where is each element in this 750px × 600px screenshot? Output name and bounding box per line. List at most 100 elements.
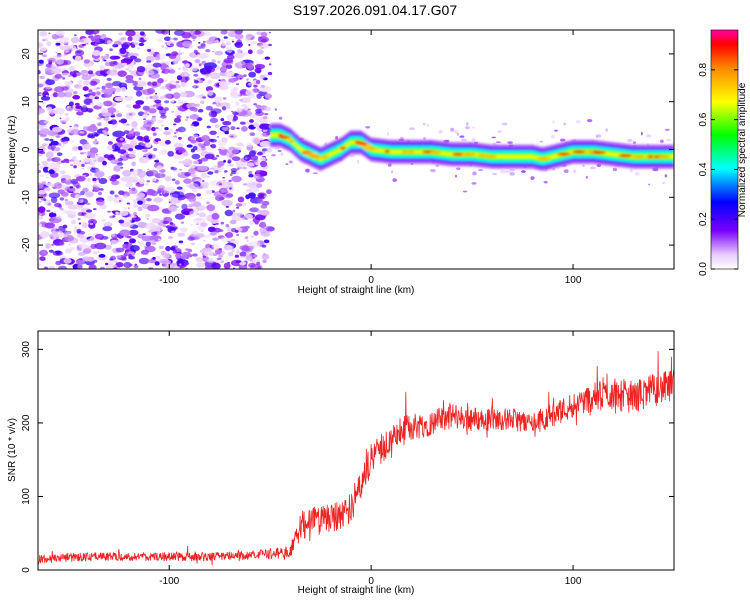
noise-blob — [226, 106, 231, 109]
noise-blob — [39, 213, 42, 216]
noise-blob — [231, 38, 235, 41]
noise-blob — [88, 89, 93, 93]
noise-blob — [422, 123, 426, 126]
noise-blob — [151, 218, 161, 224]
noise-blob — [239, 166, 242, 170]
noise-blob — [147, 81, 152, 86]
noise-blob — [74, 34, 77, 37]
noise-blob — [84, 73, 87, 76]
signal-hotspot — [536, 157, 551, 161]
noise-blob — [180, 227, 188, 233]
colorbar-tick-label: 0.8 — [698, 62, 709, 76]
noise-blob — [539, 140, 543, 143]
noise-blob — [132, 263, 135, 266]
noise-blob — [202, 31, 211, 37]
noise-blob — [192, 145, 198, 151]
noise-blob — [190, 242, 195, 245]
noise-blob — [97, 156, 105, 163]
noise-blob — [112, 130, 126, 138]
noise-blob — [175, 128, 181, 132]
signal-hotspot — [429, 150, 442, 154]
spectrogram-y-axis-label: Frequency (Hz) — [7, 116, 18, 185]
noise-blob — [216, 154, 220, 158]
noise-blob — [170, 99, 175, 103]
noise-blob — [207, 89, 214, 96]
noise-blob — [214, 124, 220, 129]
noise-blob — [648, 183, 651, 186]
noise-blob — [200, 43, 206, 49]
noise-blob — [74, 84, 80, 88]
noise-blob — [125, 75, 134, 80]
noise-blob — [192, 253, 198, 257]
noise-blob — [219, 148, 229, 156]
noise-blob — [127, 207, 130, 209]
noise-blob — [42, 250, 47, 255]
noise-blob — [196, 223, 199, 225]
noise-blob — [148, 108, 157, 114]
noise-blob — [111, 102, 117, 107]
signal-band — [270, 131, 674, 163]
noise-blob — [125, 221, 134, 228]
snr-x-axis-label: Height of straight line (km) — [298, 585, 415, 596]
y-tick-label: 100 — [21, 488, 32, 505]
noise-blob — [117, 70, 127, 77]
noise-blob — [41, 143, 48, 147]
noise-blob — [51, 145, 56, 149]
noise-blob — [136, 66, 146, 73]
noise-blob — [193, 30, 202, 35]
x-tick-label: -100 — [159, 275, 179, 286]
noise-blob — [169, 37, 174, 41]
noise-blob — [115, 247, 125, 253]
noise-blob — [89, 222, 94, 226]
noise-blob — [77, 263, 83, 269]
noise-blob — [168, 129, 174, 133]
noise-blob — [226, 147, 240, 155]
noise-blob — [172, 37, 178, 41]
noise-blob — [262, 116, 268, 120]
noise-blob — [246, 188, 252, 193]
noise-blob — [40, 128, 50, 135]
noise-blob — [158, 245, 164, 250]
noise-blob — [51, 63, 57, 68]
noise-blob — [46, 78, 50, 81]
noise-blob — [48, 212, 57, 218]
noise-blob — [120, 154, 124, 157]
noise-blob — [175, 253, 182, 259]
signal-hotspot — [303, 152, 318, 156]
noise-blob — [55, 135, 61, 138]
noise-blob — [472, 126, 475, 129]
noise-blob — [220, 118, 225, 122]
noise-blob — [138, 77, 142, 81]
noise-blob — [176, 105, 181, 108]
noise-blob — [55, 215, 62, 220]
noise-blob — [118, 190, 125, 195]
noise-blob — [142, 233, 146, 236]
noise-blob — [124, 95, 134, 101]
noise-blob — [83, 151, 87, 154]
noise-blob — [48, 169, 55, 174]
noise-blob — [59, 241, 65, 246]
noise-blob — [253, 138, 260, 145]
noise-blob — [45, 243, 51, 249]
noise-blob — [239, 261, 247, 266]
colorbar-ticks: 0.0 0.2 0.4 0.6 0.8 — [698, 62, 738, 276]
noise-blob — [218, 183, 222, 186]
noise-blob — [249, 119, 254, 123]
noise-blob — [90, 243, 97, 249]
noise-blob — [247, 49, 253, 55]
noise-blob — [92, 165, 95, 169]
noise-blob — [438, 130, 443, 134]
noise-blob — [247, 82, 254, 86]
noise-blob — [387, 163, 392, 167]
noise-blob — [152, 62, 162, 68]
noise-blob — [160, 114, 167, 119]
noise-blob — [206, 39, 215, 45]
noise-blob — [231, 110, 234, 113]
noise-blob — [128, 254, 132, 258]
noise-blob — [53, 35, 60, 39]
noise-blob — [62, 209, 69, 215]
noise-blob — [196, 233, 205, 239]
noise-blob — [82, 80, 91, 86]
noise-blob — [38, 42, 44, 48]
noise-blob — [109, 48, 113, 51]
